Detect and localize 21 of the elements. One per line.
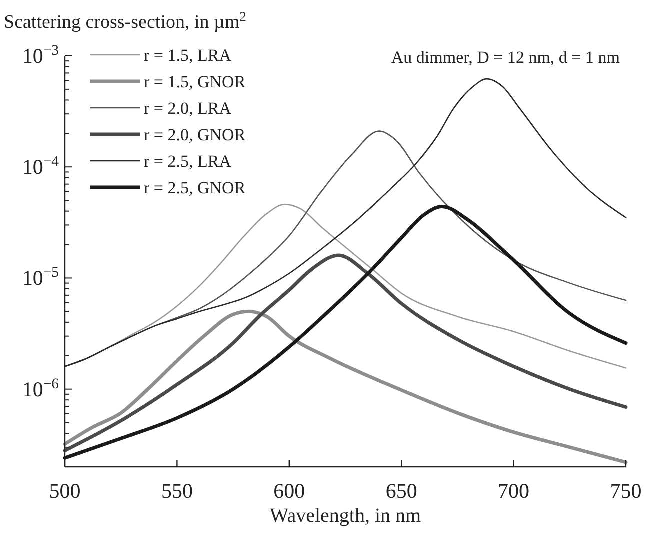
annotation: Au dimmer, D = 12 nm, d = 1 nm <box>391 48 620 67</box>
x-tick-label: 750 <box>610 479 642 503</box>
y-tick-label: 10$^{−3}$ <box>22 43 59 68</box>
x-tick-label: 700 <box>498 479 530 503</box>
legend-label: r = 1.5, GNOR <box>144 72 246 92</box>
legend-label: r = 1.5, LRA <box>144 46 232 65</box>
y-tick-label: 10$^{−4}$ <box>22 154 60 180</box>
x-tick-label: 600 <box>274 479 306 503</box>
x-tick-label: 550 <box>161 479 193 503</box>
y-tick-label: 10$^{−5}$ <box>22 265 59 290</box>
legend-label: r = 2.5, GNOR <box>144 178 246 198</box>
legend-label: r = 2.5, LRA <box>144 152 232 171</box>
legend-label: r = 2.0, LRA <box>144 99 232 118</box>
line-series <box>63 310 628 464</box>
legend-label: r = 2.0, GNOR <box>144 126 246 144</box>
x-axis-title: Wavelength, in nm <box>270 505 422 527</box>
x-tick-label: 650 <box>386 479 418 503</box>
y-axis-title: Scattering cross-section, in µm$^{2}$ <box>4 8 246 33</box>
y-tick-label: 10$^{−6}$ <box>22 376 59 402</box>
x-tick-label: 500 <box>49 479 81 503</box>
line-series <box>63 254 628 453</box>
